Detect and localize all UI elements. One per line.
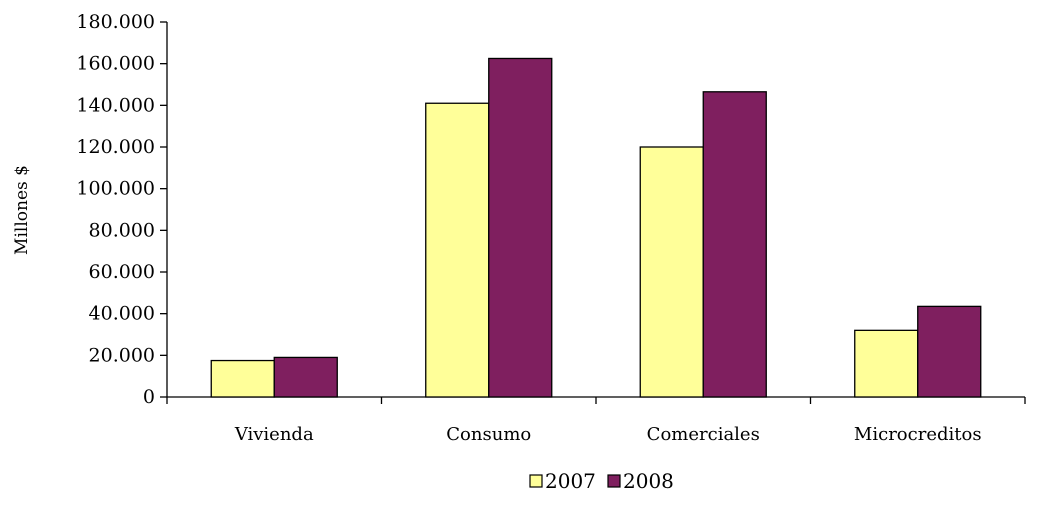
bar-2007-consumo xyxy=(425,102,490,398)
bar-2008-vivienda xyxy=(273,356,338,398)
y-tick-label: 60.000 xyxy=(89,261,155,283)
bar-2008-consumo xyxy=(488,57,553,398)
y-tick-label: 160.000 xyxy=(76,53,155,75)
y-tick-label: 180.000 xyxy=(76,11,155,33)
y-tick-label: 20.000 xyxy=(89,344,155,366)
legend-label-2008: 2008 xyxy=(623,469,674,493)
bar-2007-vivienda xyxy=(210,359,275,398)
y-tick-label: 40.000 xyxy=(89,303,155,325)
plot-area: 0 20.000 40.000 60.000 80.000 100.000 120.000 1… xyxy=(76,11,1026,445)
y-tick-label: 140.000 xyxy=(76,94,155,116)
legend-label-2007: 2007 xyxy=(545,469,596,493)
legend: 2007 2008 xyxy=(529,469,674,493)
x-category-label: Vivienda xyxy=(234,424,314,445)
bar-2007-microcreditos xyxy=(854,329,919,398)
y-tick-label: 80.000 xyxy=(89,219,155,241)
bar-2008-comerciales xyxy=(702,91,767,398)
y-tick-label: 120.000 xyxy=(76,136,155,158)
x-category-label: Consumo xyxy=(446,424,531,445)
bar-2007-comerciales xyxy=(639,146,704,398)
x-category-label: Comerciales xyxy=(647,424,760,445)
y-tick-label: 100.000 xyxy=(76,178,155,200)
x-category-label: Microcreditos xyxy=(854,424,982,445)
legend-swatch-2007 xyxy=(529,474,543,488)
y-tick-label: 0 xyxy=(143,386,155,408)
bar-2008-microcreditos xyxy=(917,305,982,398)
y-axis-title: Millones $ xyxy=(12,165,32,255)
legend-swatch-2008 xyxy=(607,474,621,488)
